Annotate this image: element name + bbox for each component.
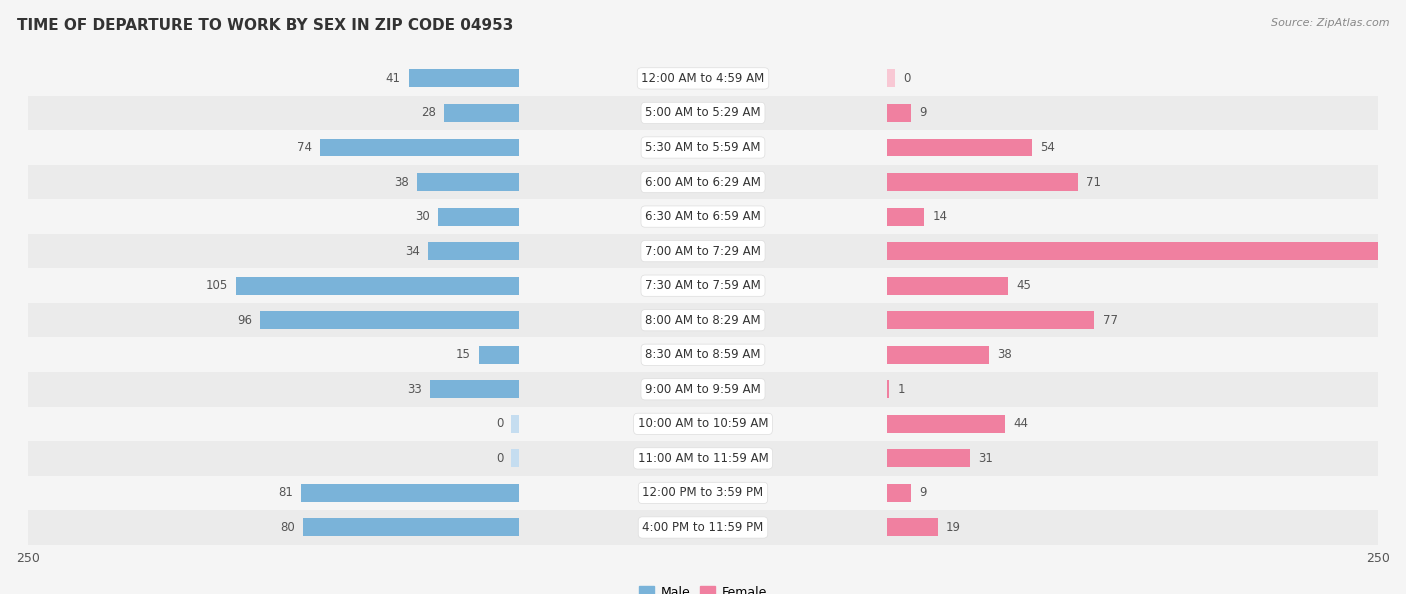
Bar [28,268,1378,303]
Text: 0: 0 [496,418,503,430]
Text: 34: 34 [405,245,419,258]
Bar [887,69,894,87]
Bar [887,104,911,122]
Bar [301,484,519,502]
Text: 9: 9 [920,106,927,119]
Bar [28,510,1378,545]
Text: 77: 77 [1102,314,1118,327]
Bar [887,138,1032,156]
Bar [479,346,519,364]
Bar [887,173,1078,191]
Bar [887,311,1094,329]
Bar [887,207,924,226]
Text: 8:30 AM to 8:59 AM: 8:30 AM to 8:59 AM [645,348,761,361]
Bar [28,476,1378,510]
Text: 0: 0 [496,452,503,465]
Bar [304,519,519,536]
Bar [28,406,1378,441]
Bar [887,415,1005,433]
Bar [887,242,1406,260]
Text: 41: 41 [385,72,401,85]
Bar [28,200,1378,234]
Text: 54: 54 [1040,141,1056,154]
Text: 81: 81 [278,486,292,500]
Text: 38: 38 [997,348,1012,361]
Text: 12:00 AM to 4:59 AM: 12:00 AM to 4:59 AM [641,72,765,85]
Legend: Male, Female: Male, Female [634,580,772,594]
Bar [260,311,519,329]
Text: 8:00 AM to 8:29 AM: 8:00 AM to 8:29 AM [645,314,761,327]
Bar [427,242,519,260]
Text: 10:00 AM to 10:59 AM: 10:00 AM to 10:59 AM [638,418,768,430]
Bar [28,130,1378,165]
Bar [430,380,519,399]
Bar [319,138,519,156]
Text: 11:00 AM to 11:59 AM: 11:00 AM to 11:59 AM [638,452,768,465]
Bar [28,303,1378,337]
Text: 9:00 AM to 9:59 AM: 9:00 AM to 9:59 AM [645,383,761,396]
Text: 5:30 AM to 5:59 AM: 5:30 AM to 5:59 AM [645,141,761,154]
Bar [416,173,519,191]
Bar [512,415,519,433]
Bar [28,441,1378,476]
Text: 6:30 AM to 6:59 AM: 6:30 AM to 6:59 AM [645,210,761,223]
Bar [28,234,1378,268]
Bar [887,380,889,399]
Bar [887,277,1008,295]
Text: 31: 31 [979,452,993,465]
Bar [887,450,970,467]
Bar [28,372,1378,406]
Text: 74: 74 [297,141,312,154]
Bar [444,104,519,122]
Text: 15: 15 [456,348,471,361]
Text: 0: 0 [903,72,910,85]
Text: 14: 14 [932,210,948,223]
Bar [887,519,938,536]
Text: 38: 38 [394,176,409,188]
Bar [28,165,1378,200]
Bar [409,69,519,87]
Text: 45: 45 [1017,279,1031,292]
Bar [512,450,519,467]
Text: 96: 96 [238,314,252,327]
Text: TIME OF DEPARTURE TO WORK BY SEX IN ZIP CODE 04953: TIME OF DEPARTURE TO WORK BY SEX IN ZIP … [17,18,513,33]
Text: 7:00 AM to 7:29 AM: 7:00 AM to 7:29 AM [645,245,761,258]
Bar [439,207,519,226]
Bar [887,484,911,502]
Text: 9: 9 [920,486,927,500]
Text: 1: 1 [897,383,905,396]
Text: 30: 30 [416,210,430,223]
Text: 7:30 AM to 7:59 AM: 7:30 AM to 7:59 AM [645,279,761,292]
Bar [28,337,1378,372]
Text: 105: 105 [205,279,228,292]
Text: Source: ZipAtlas.com: Source: ZipAtlas.com [1271,18,1389,28]
Bar [28,61,1378,96]
Text: 33: 33 [408,383,422,396]
Text: 19: 19 [946,521,960,534]
Text: 80: 80 [281,521,295,534]
Text: 44: 44 [1014,418,1028,430]
Text: 71: 71 [1087,176,1101,188]
Text: 28: 28 [420,106,436,119]
Text: 12:00 PM to 3:59 PM: 12:00 PM to 3:59 PM [643,486,763,500]
Bar [236,277,519,295]
Bar [28,96,1378,130]
Text: 4:00 PM to 11:59 PM: 4:00 PM to 11:59 PM [643,521,763,534]
Text: 6:00 AM to 6:29 AM: 6:00 AM to 6:29 AM [645,176,761,188]
Bar [887,346,990,364]
Text: 5:00 AM to 5:29 AM: 5:00 AM to 5:29 AM [645,106,761,119]
